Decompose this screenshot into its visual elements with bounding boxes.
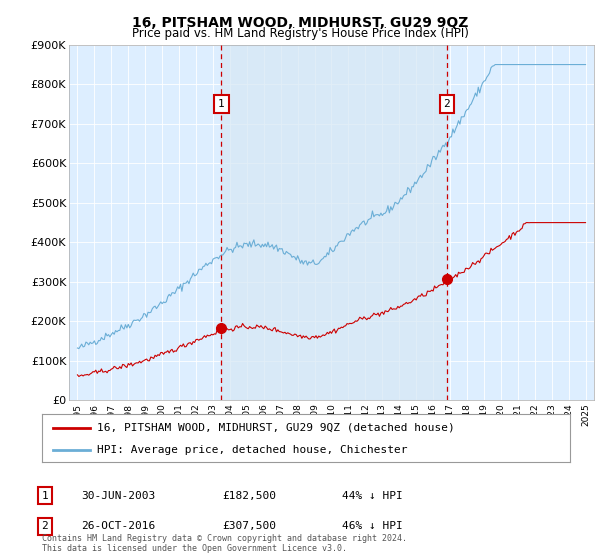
Text: 16, PITSHAM WOOD, MIDHURST, GU29 9QZ: 16, PITSHAM WOOD, MIDHURST, GU29 9QZ xyxy=(132,16,468,30)
Text: £182,500: £182,500 xyxy=(222,491,276,501)
Text: 2: 2 xyxy=(443,99,451,109)
Text: HPI: Average price, detached house, Chichester: HPI: Average price, detached house, Chic… xyxy=(97,445,408,455)
Text: 1: 1 xyxy=(41,491,49,501)
Text: 1: 1 xyxy=(218,99,225,109)
Text: £307,500: £307,500 xyxy=(222,521,276,531)
Text: Price paid vs. HM Land Registry's House Price Index (HPI): Price paid vs. HM Land Registry's House … xyxy=(131,27,469,40)
Text: 44% ↓ HPI: 44% ↓ HPI xyxy=(342,491,403,501)
Text: 30-JUN-2003: 30-JUN-2003 xyxy=(81,491,155,501)
Bar xyxy=(221,45,447,400)
Text: 2: 2 xyxy=(41,521,49,531)
Text: 16, PITSHAM WOOD, MIDHURST, GU29 9QZ (detached house): 16, PITSHAM WOOD, MIDHURST, GU29 9QZ (de… xyxy=(97,423,455,433)
Text: 46% ↓ HPI: 46% ↓ HPI xyxy=(342,521,403,531)
Text: Contains HM Land Registry data © Crown copyright and database right 2024.
This d: Contains HM Land Registry data © Crown c… xyxy=(42,534,407,553)
Text: 26-OCT-2016: 26-OCT-2016 xyxy=(81,521,155,531)
